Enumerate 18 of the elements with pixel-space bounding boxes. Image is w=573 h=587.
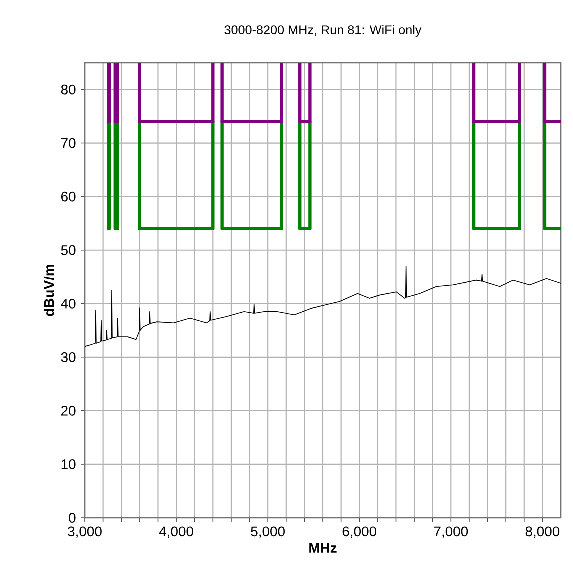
- x-tick-label: 5,000: [251, 526, 285, 538]
- x-axis-title: MHz: [310, 543, 337, 553]
- y-tick-label: 60: [62, 192, 76, 202]
- y-tick-label: 10: [62, 460, 76, 470]
- y-tick-label: 50: [61, 245, 76, 256]
- chart-title: 3000-8200 MHz, Run 81: WiFi only: [224, 25, 422, 38]
- y-tick-label: 20: [62, 406, 76, 416]
- x-tick-label: 7,000: [434, 526, 468, 538]
- y-axis-title: dBuV/m: [44, 265, 54, 316]
- y-tick-label: 70: [62, 138, 76, 148]
- y-tick-label: 40: [61, 298, 76, 309]
- y-tick-label: 30: [61, 352, 76, 362]
- x-tick-label: 4,000: [159, 526, 194, 538]
- x-tick-label: 6,000: [342, 526, 377, 538]
- x-tick-label: 8,000: [526, 526, 560, 538]
- y-tick-label: 80: [61, 84, 76, 95]
- x-tick-label: 3,000: [68, 526, 102, 538]
- y-tick-label: 0: [69, 513, 76, 523]
